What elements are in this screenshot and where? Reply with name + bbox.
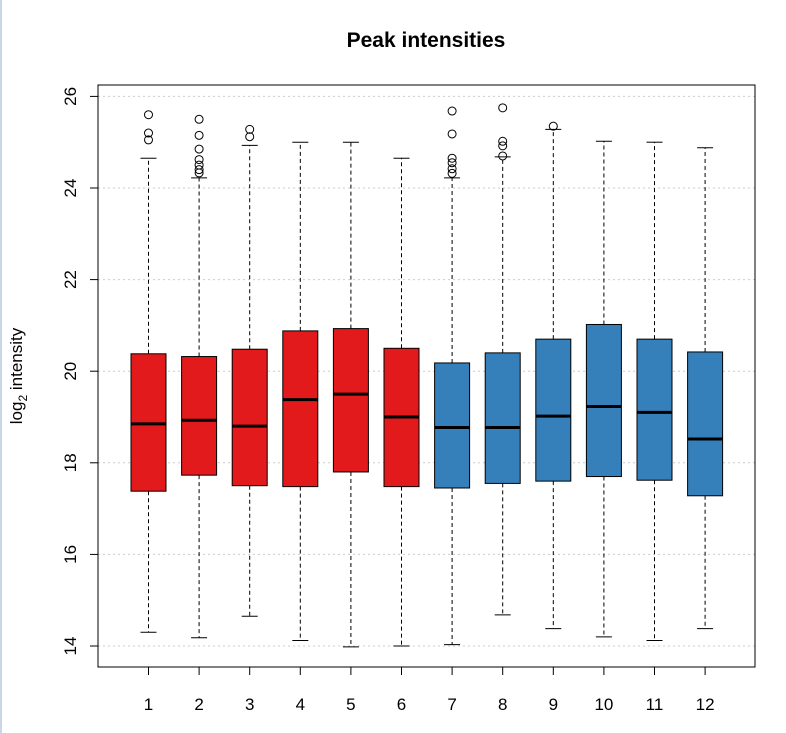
outlier-point xyxy=(144,135,153,145)
outlier-point xyxy=(447,106,457,116)
box-body xyxy=(687,351,724,497)
box-series xyxy=(130,103,724,648)
outlier-point xyxy=(194,155,204,165)
y-tick-label: 24 xyxy=(61,179,80,198)
y-tick-label: 16 xyxy=(61,545,80,564)
box-body xyxy=(484,352,521,484)
outlier-point xyxy=(194,165,204,175)
outlier-point xyxy=(194,160,204,170)
y-axis-label-subscript: 2 xyxy=(16,395,30,402)
outlier-point xyxy=(245,132,255,142)
outlier-point xyxy=(245,124,255,134)
box-10 xyxy=(585,140,622,638)
box-5 xyxy=(332,141,369,648)
x-tick-label: 6 xyxy=(397,695,406,714)
y-tick-label: 26 xyxy=(61,87,80,106)
outlier-point xyxy=(548,121,558,131)
box-body xyxy=(231,348,268,487)
x-tick-label: 7 xyxy=(447,695,456,714)
box-body xyxy=(332,328,369,473)
box-7 xyxy=(434,106,471,646)
outlier-point xyxy=(144,110,153,120)
box-12 xyxy=(687,147,724,630)
chart-title: Peak intensities xyxy=(347,29,506,52)
outlier-point xyxy=(447,129,457,139)
box-2 xyxy=(181,114,218,639)
x-tick-label: 5 xyxy=(346,695,355,714)
y-axis-label-main: log xyxy=(7,402,26,425)
box-body xyxy=(535,338,572,482)
y-axis-label-rest: intensity xyxy=(7,327,26,395)
x-tick-label: 4 xyxy=(296,695,305,714)
outlier-point xyxy=(194,144,204,154)
outlier-point xyxy=(447,168,457,178)
x-tick-label: 8 xyxy=(498,695,507,714)
x-tick-label: 9 xyxy=(549,695,558,714)
outlier-point xyxy=(498,103,508,113)
y-tick-label: 22 xyxy=(61,270,80,289)
box-1 xyxy=(130,110,167,633)
outlier-point xyxy=(447,164,457,174)
x-tick-label: 2 xyxy=(194,695,203,714)
outlier-point xyxy=(498,136,508,146)
x-tick-label: 3 xyxy=(245,695,254,714)
x-tick-label: 11 xyxy=(646,695,664,714)
box-4 xyxy=(282,141,319,642)
box-body xyxy=(282,330,319,488)
box-11 xyxy=(636,141,673,642)
y-tick-label: 14 xyxy=(61,637,80,656)
box-body xyxy=(181,356,218,476)
box-body xyxy=(434,362,471,489)
outlier-point xyxy=(144,128,153,138)
outlier-point xyxy=(447,158,457,168)
y-axis: 14 16 18 20 22 24 26 xyxy=(61,87,98,656)
box-6 xyxy=(383,157,420,647)
x-axis: 1 2 3 4 5 6 7 8 9 10 11 12 xyxy=(144,666,715,714)
box-body xyxy=(636,338,673,481)
x-tick-label: 12 xyxy=(696,695,715,714)
box-3 xyxy=(231,124,268,617)
plot-frame xyxy=(97,84,756,668)
outlier-point xyxy=(194,114,204,124)
y-axis-label: log2 intensity xyxy=(7,327,30,424)
outlier-point xyxy=(194,130,204,140)
box-body xyxy=(585,323,622,478)
x-tick-label: 10 xyxy=(594,695,613,714)
y-tick-label: 20 xyxy=(61,362,80,381)
outlier-point xyxy=(447,153,457,163)
y-tick-label: 18 xyxy=(61,453,80,472)
outlier-point xyxy=(498,151,508,161)
box-9 xyxy=(535,121,572,630)
window-left-edge xyxy=(0,0,2,733)
outlier-point xyxy=(194,168,204,178)
x-tick-label: 1 xyxy=(144,695,153,714)
outlier-point xyxy=(498,141,508,151)
box-8 xyxy=(484,103,521,616)
